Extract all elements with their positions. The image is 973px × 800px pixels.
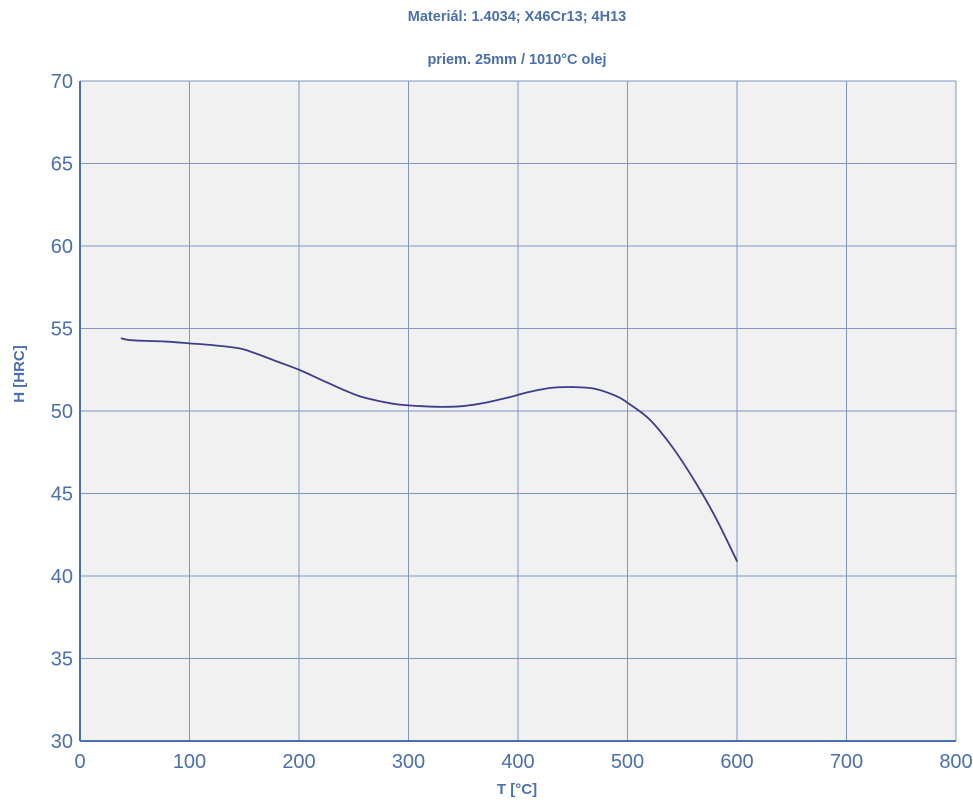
- y-tick-label: 40: [51, 566, 73, 588]
- x-tick-labels: 0 100 200 300 400 500 600 700 800: [74, 751, 972, 773]
- y-tick-label: 30: [51, 731, 73, 753]
- x-tick-label: 200: [282, 751, 315, 773]
- x-tick-label: 300: [392, 751, 425, 773]
- grid: [80, 80, 957, 741]
- x-tick-label: 100: [173, 751, 206, 773]
- axes: [79, 81, 956, 742]
- y-tick-labels: 30 35 40 45 50 55 60 65 70: [51, 71, 73, 753]
- x-tick-label: 500: [611, 751, 644, 773]
- series-group: [120, 337, 738, 563]
- y-tick-label: 60: [51, 236, 73, 258]
- y-axis-label: H [HRC]: [11, 345, 28, 403]
- y-tick-label: 65: [51, 154, 73, 176]
- x-tick-label: 800: [939, 751, 972, 773]
- x-tick-label: 700: [830, 751, 863, 773]
- x-tick-label: 400: [501, 751, 534, 773]
- y-tick-label: 70: [51, 71, 73, 93]
- y-tick-label: 35: [51, 649, 73, 671]
- chart-title: Materiál: 1.4034; X46Cr13; 4H13: [408, 9, 626, 25]
- y-tick-label: 50: [51, 401, 73, 423]
- chart-subtitle: priem. 25mm / 1010°C olej: [427, 52, 606, 68]
- x-tick-label: 0: [74, 751, 85, 773]
- series-line: [120, 337, 738, 563]
- x-axis-label: T [°C]: [497, 781, 537, 798]
- x-tick-label: 600: [720, 751, 753, 773]
- y-tick-label: 55: [51, 319, 73, 341]
- y-tick-label: 45: [51, 484, 73, 506]
